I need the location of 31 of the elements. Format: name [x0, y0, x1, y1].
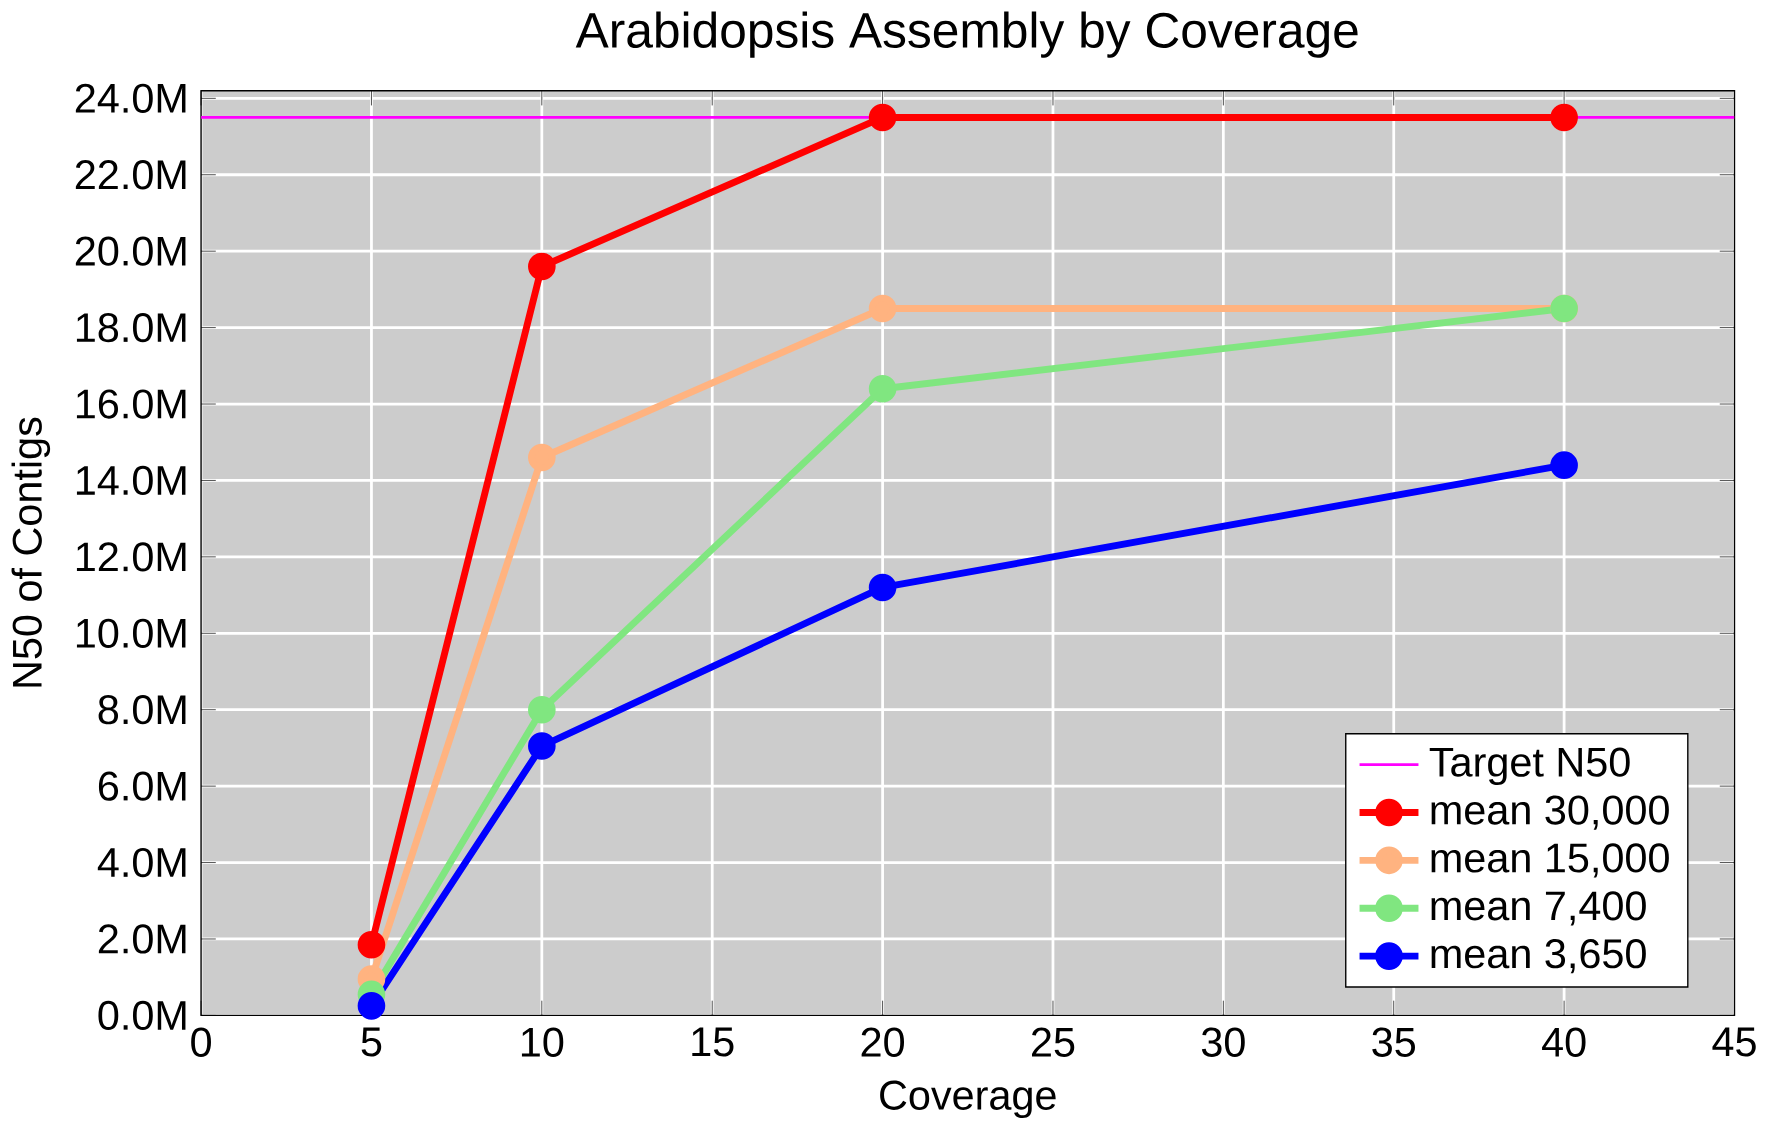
y-tick-label: 10.0M [76, 618, 186, 649]
x-tick-label: 25 [1032, 1027, 1075, 1058]
y-tick-label: 8.0M [98, 695, 186, 725]
x-tick-label: 0 [191, 1027, 211, 1058]
x-tick-label: 10 [521, 1027, 564, 1058]
y-tick-label: 22.0M [75, 160, 186, 190]
x-tick-label: 20 [861, 1027, 905, 1058]
legend-label: mean 3,650 [1431, 939, 1646, 974]
legend-label: Target N50 [1429, 747, 1630, 786]
x-tick-label: 5 [361, 1027, 382, 1057]
x-tick-label: 30 [1201, 1027, 1245, 1058]
y-tick-label: 0.0M [98, 1000, 186, 1031]
x-tick-label: 45 [1712, 1027, 1756, 1057]
legend-label: mean 15,000 [1431, 843, 1669, 878]
y-tick-label: 6.0M [98, 771, 186, 801]
y-tick-label: 20.0M [75, 236, 186, 266]
legend-label: mean 7,400 [1431, 891, 1646, 926]
y-tick-label: 18.0M [76, 313, 186, 343]
y-tick-label: 4.0M [97, 848, 186, 878]
legend-label: mean 30,000 [1431, 795, 1669, 830]
y-tick-label: 2.0M [98, 924, 186, 954]
x-axis-title: Coverage [880, 1080, 1056, 1119]
y-tick-label: 12.0M [76, 542, 186, 572]
chart-title: Arabidopsis Assembly by Coverage [575, 11, 1358, 59]
y-axis-title: N50 of Contigs [11, 417, 51, 687]
y-tick-label: 24.0M [75, 83, 186, 114]
y-tick-label: 16.0M [76, 389, 186, 419]
x-tick-label: 35 [1372, 1027, 1415, 1058]
x-tick-label: 15 [692, 1027, 734, 1057]
x-tick-label: 40 [1542, 1027, 1586, 1058]
y-tick-label: 14.0M [76, 465, 186, 496]
